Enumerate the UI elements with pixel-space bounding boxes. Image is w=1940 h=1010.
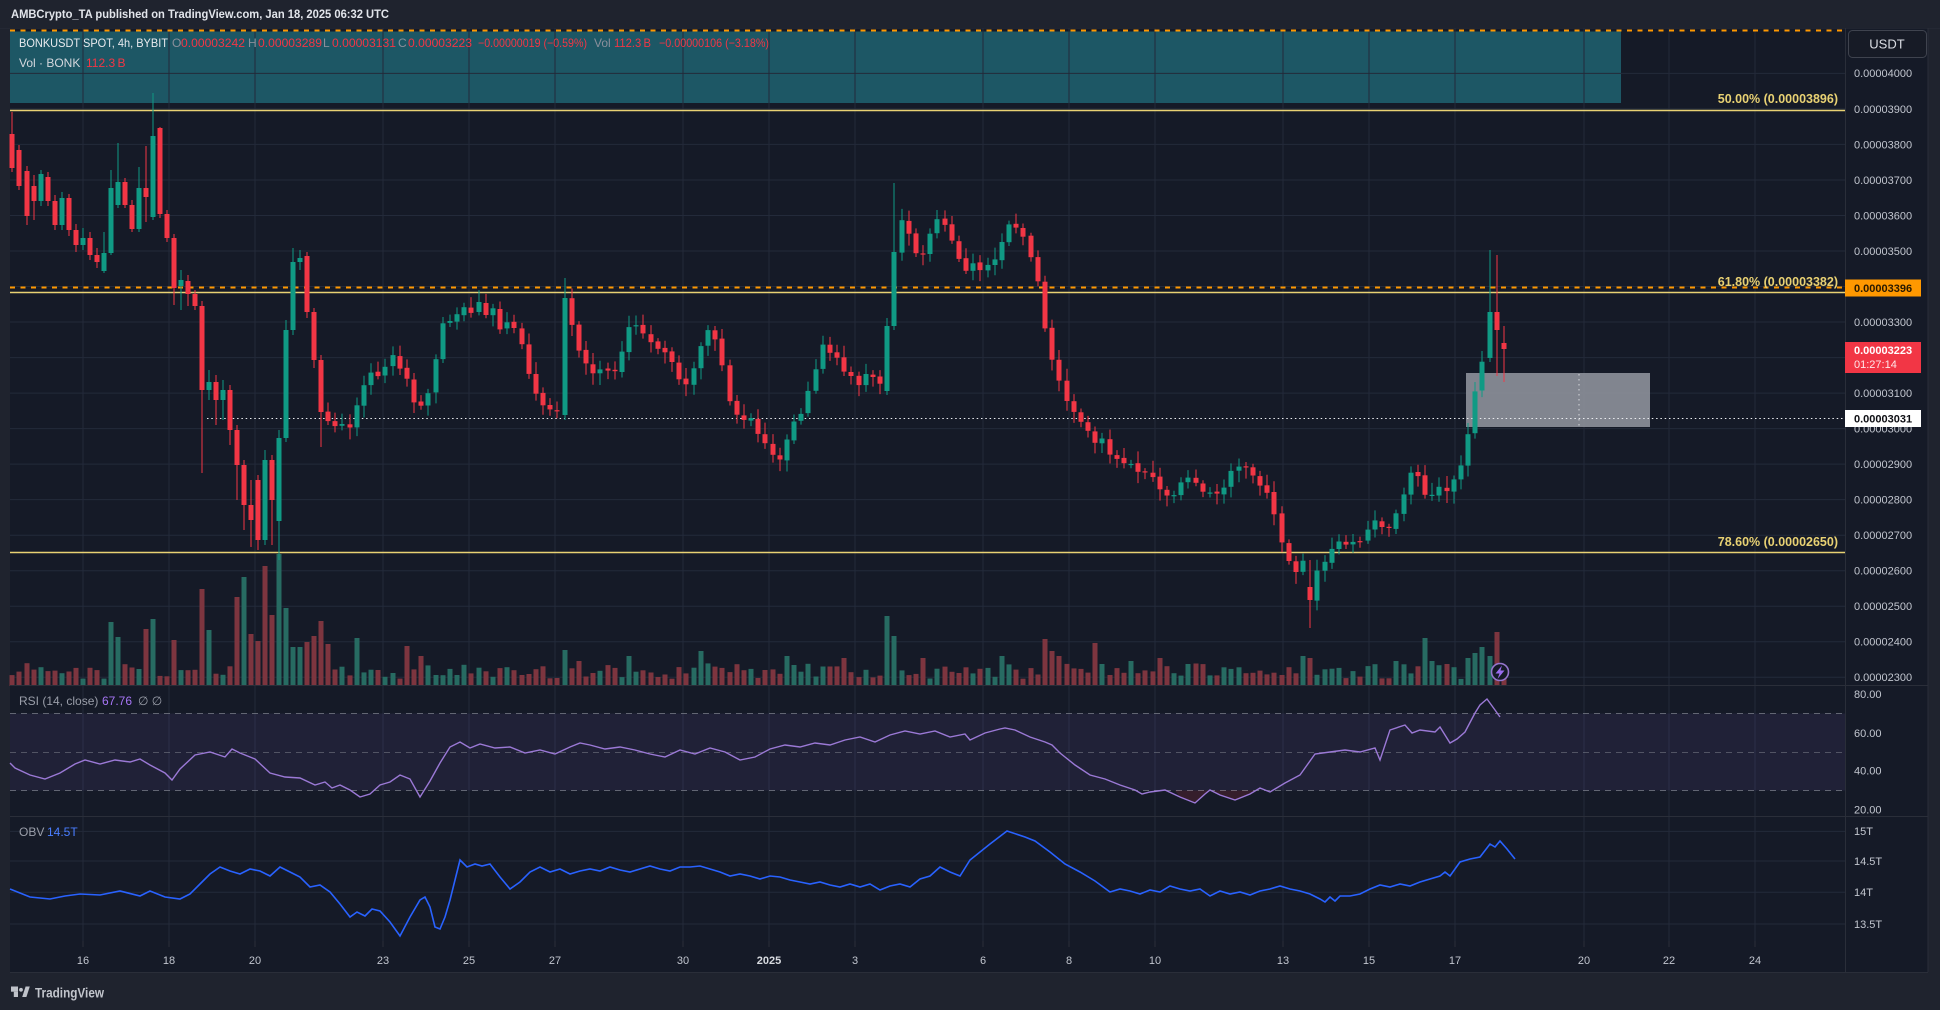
svg-text:0.00002400: 0.00002400 xyxy=(1854,637,1912,649)
svg-text:17: 17 xyxy=(1449,955,1461,967)
svg-text:22: 22 xyxy=(1663,955,1675,967)
svg-text:0.00003031: 0.00003031 xyxy=(1854,414,1912,426)
svg-text:0.00003289: 0.00003289 xyxy=(258,36,322,50)
svg-text:0.00002800: 0.00002800 xyxy=(1854,495,1912,507)
svg-text:0.00003700: 0.00003700 xyxy=(1854,175,1912,187)
svg-text:3: 3 xyxy=(852,955,858,967)
svg-text:0.00003396: 0.00003396 xyxy=(1854,283,1912,295)
svg-text:0.00003500: 0.00003500 xyxy=(1854,246,1912,258)
svg-text:BONKUSDT SPOT, 4h, BYBIT: BONKUSDT SPOT, 4h, BYBIT xyxy=(19,36,169,50)
svg-text:L: L xyxy=(323,36,330,50)
svg-text:112.3 B: 112.3 B xyxy=(614,36,651,50)
svg-text:0.00003131: 0.00003131 xyxy=(332,36,396,50)
svg-text:23: 23 xyxy=(377,955,389,967)
svg-text:24: 24 xyxy=(1749,955,1761,967)
svg-text:−0.00000019 (−0.59%): −0.00000019 (−0.59%) xyxy=(478,36,587,50)
svg-text:RSI (14, close)67.76∅ ∅: RSI (14, close) 67.76 ∅ ∅ xyxy=(19,694,162,708)
svg-text:20: 20 xyxy=(1578,955,1590,967)
svg-text:0.00003900: 0.00003900 xyxy=(1854,104,1912,116)
svg-text:13: 13 xyxy=(1277,955,1289,967)
svg-text:0.00003242: 0.00003242 xyxy=(181,36,245,50)
svg-text:Vol: Vol xyxy=(594,36,611,50)
svg-text:0.00003223: 0.00003223 xyxy=(1854,345,1912,357)
svg-text:0.00003300: 0.00003300 xyxy=(1854,317,1912,329)
svg-text:20: 20 xyxy=(249,955,261,967)
svg-text:C: C xyxy=(398,36,407,50)
svg-text:16: 16 xyxy=(77,955,89,967)
svg-text:2025: 2025 xyxy=(757,955,781,967)
svg-text:61.80% (0.00003382): 61.80% (0.00003382) xyxy=(1718,275,1838,289)
svg-text:8: 8 xyxy=(1066,955,1072,967)
svg-text:60.00: 60.00 xyxy=(1854,728,1882,740)
svg-text:0.00003100: 0.00003100 xyxy=(1854,388,1912,400)
svg-text:0.00003600: 0.00003600 xyxy=(1854,210,1912,222)
svg-text:0.00002500: 0.00002500 xyxy=(1854,601,1912,613)
svg-text:27: 27 xyxy=(549,955,561,967)
svg-text:−0.00000106 (−3.18%): −0.00000106 (−3.18%) xyxy=(659,36,769,50)
svg-text:80.00: 80.00 xyxy=(1854,689,1882,701)
svg-text:01:27:14: 01:27:14 xyxy=(1854,359,1897,371)
svg-text:50.00% (0.00003896): 50.00% (0.00003896) xyxy=(1718,92,1838,106)
svg-text:H: H xyxy=(248,36,257,50)
svg-text:0.00002300: 0.00002300 xyxy=(1854,672,1912,684)
svg-text:TradingView: TradingView xyxy=(35,986,104,1001)
svg-text:0.00002700: 0.00002700 xyxy=(1854,530,1912,542)
svg-text:20.00: 20.00 xyxy=(1854,805,1882,817)
svg-text:14.5T: 14.5T xyxy=(1854,856,1882,868)
svg-text:13.5T: 13.5T xyxy=(1854,919,1882,931)
svg-text:USDT: USDT xyxy=(1869,37,1904,52)
svg-text:30: 30 xyxy=(677,955,689,967)
svg-text:15T: 15T xyxy=(1854,826,1873,838)
svg-text:78.60% (0.00002650): 78.60% (0.00002650) xyxy=(1718,535,1838,549)
svg-text:40.00: 40.00 xyxy=(1854,766,1882,778)
svg-text:112.3 B: 112.3 B xyxy=(86,56,126,70)
svg-text:6: 6 xyxy=(980,955,986,967)
svg-text:25: 25 xyxy=(463,955,475,967)
svg-text:Vol · BONK: Vol · BONK xyxy=(19,56,80,70)
svg-text:14T: 14T xyxy=(1854,887,1873,899)
svg-text:0.00002900: 0.00002900 xyxy=(1854,459,1912,471)
svg-text:0.00004000: 0.00004000 xyxy=(1854,68,1912,80)
svg-text:18: 18 xyxy=(163,955,175,967)
svg-text:0.00003800: 0.00003800 xyxy=(1854,139,1912,151)
svg-text:10: 10 xyxy=(1149,955,1161,967)
svg-text:0.00002600: 0.00002600 xyxy=(1854,566,1912,578)
svg-text:15: 15 xyxy=(1363,955,1375,967)
svg-text:0.00003223: 0.00003223 xyxy=(408,36,472,50)
svg-text:O: O xyxy=(172,36,181,50)
svg-text:AMBCrypto_TA published on Trad: AMBCrypto_TA published on TradingView.co… xyxy=(11,7,389,21)
